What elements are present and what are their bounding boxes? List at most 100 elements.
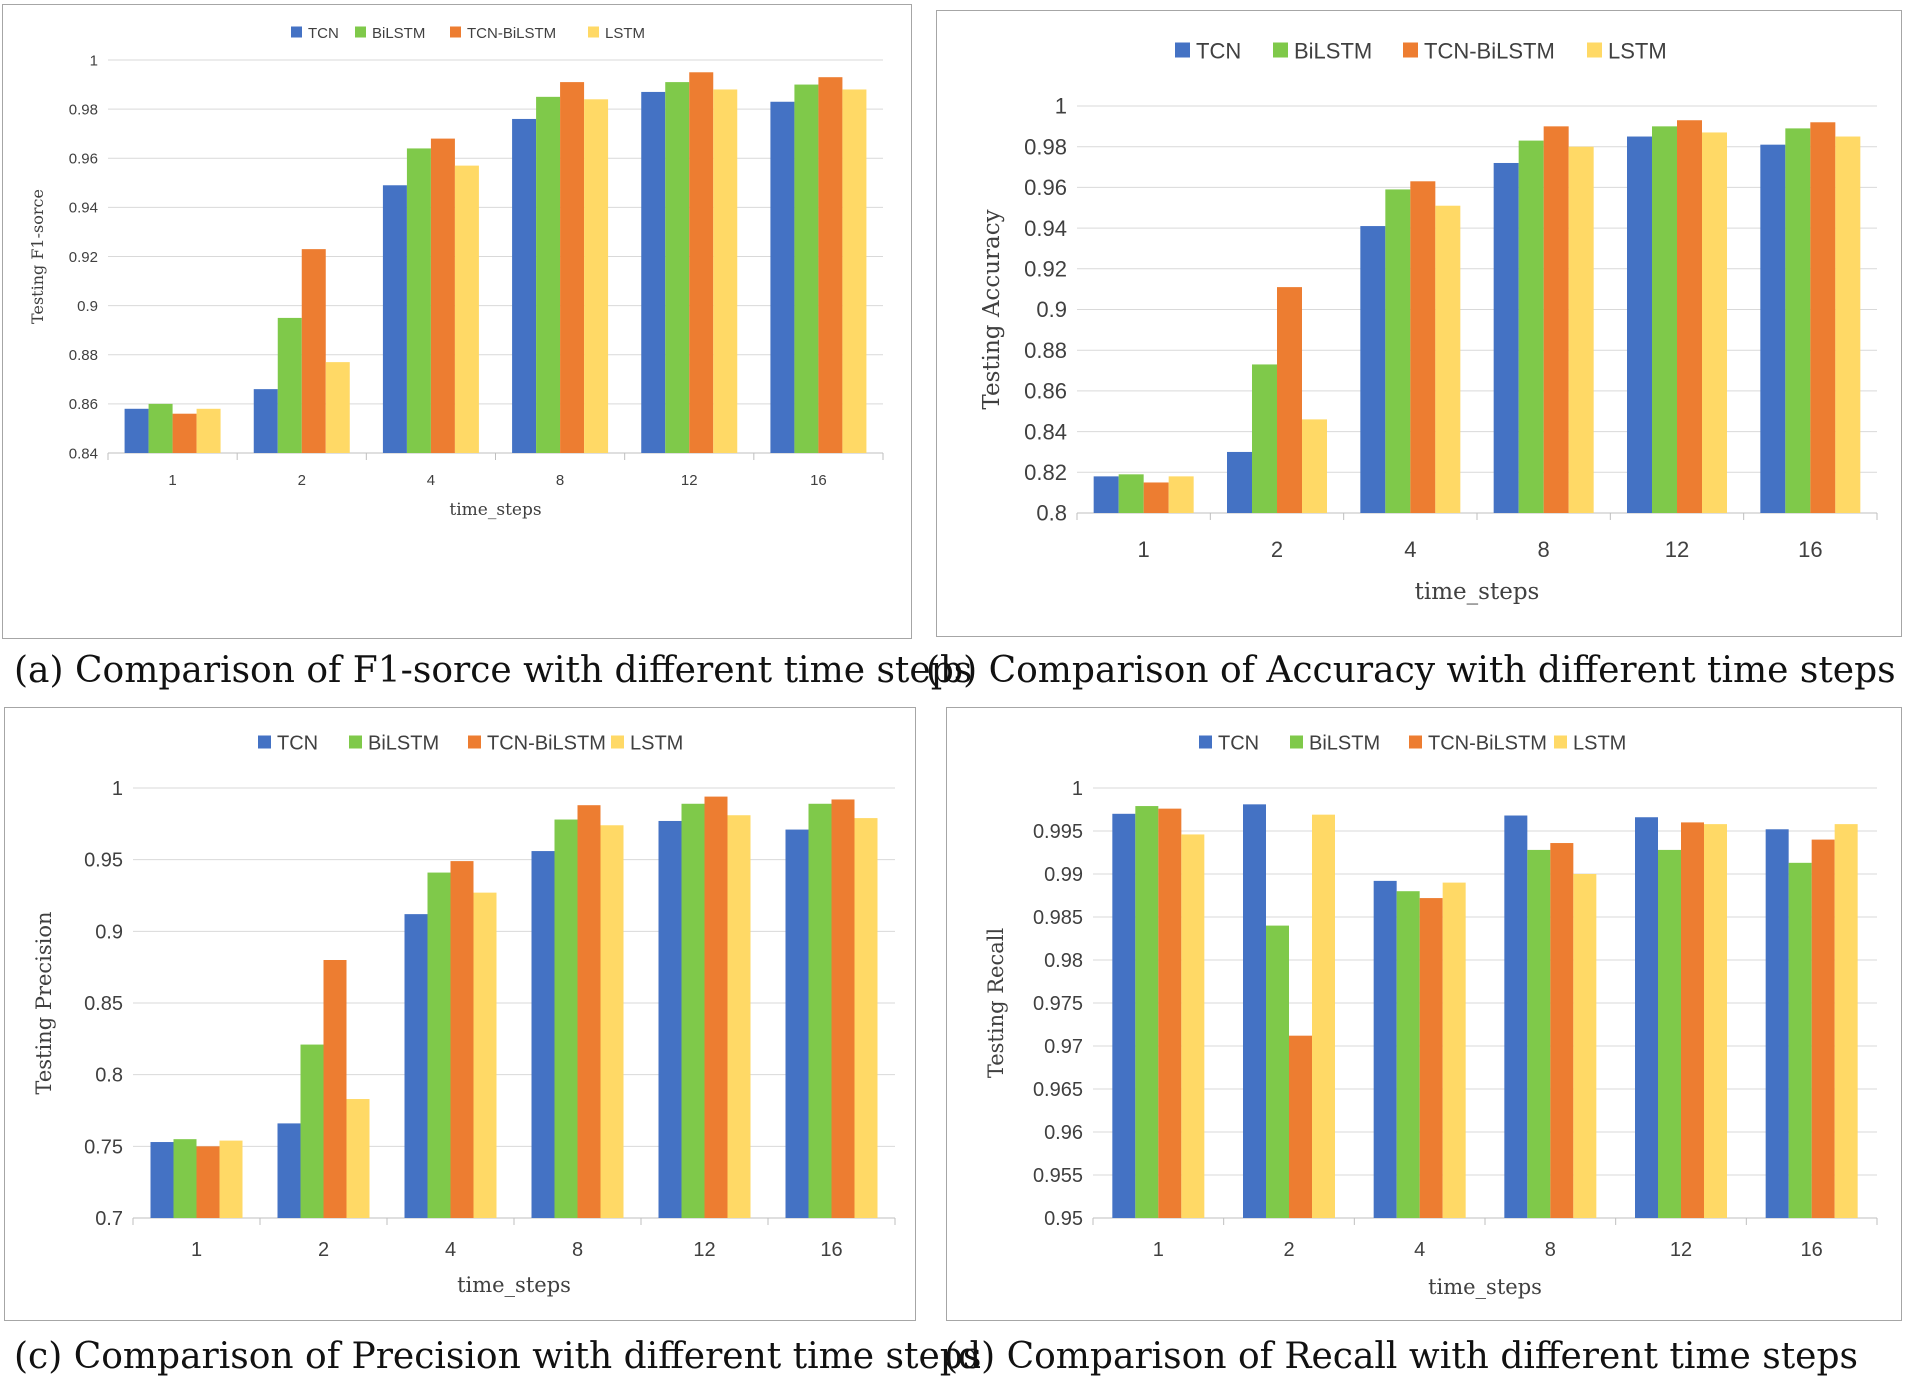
bar-bilstm	[1252, 364, 1277, 513]
bar-bilstm	[1785, 128, 1811, 513]
x-tick-label: 8	[1545, 1239, 1556, 1261]
y-axis-title: Testing Accuracy	[979, 209, 1005, 409]
x-tick-label: 1	[1153, 1239, 1164, 1261]
x-tick-label: 8	[556, 472, 564, 489]
bar-lstm	[473, 892, 497, 1218]
bar-tcn	[1504, 815, 1528, 1218]
bar-lstm	[325, 362, 350, 453]
bar-tcn	[1627, 136, 1652, 513]
bar-lstm	[600, 825, 624, 1218]
bar-bilstm	[300, 1044, 324, 1218]
y-tick-label: 0.9	[77, 298, 98, 315]
legend-label-tcn: TCN	[308, 25, 339, 42]
bar-tcn-bilstm	[577, 805, 601, 1218]
caption-recall: (d) Comparison of Recall with different …	[944, 1336, 1858, 1377]
legend-swatch-tcn-bilstm	[1403, 42, 1418, 58]
y-tick-label: 0.95	[84, 850, 123, 872]
bar-lstm	[454, 165, 479, 453]
x-axis-title: time_steps	[1415, 579, 1540, 605]
legend-swatch-tcn	[258, 735, 271, 749]
chart-panel-precision: 0.7 0.75 0.8 0.85 0.9 0.95 1 1 2 4 8 12 16 time_steps…	[4, 707, 916, 1321]
x-tick-label: 4	[445, 1239, 456, 1261]
legend-label-bilstm: BiLSTM	[1309, 733, 1380, 755]
y-tick-label: 0.8	[95, 1065, 123, 1087]
y-axis-title: Testing F1-sorce	[28, 189, 47, 324]
legend-swatch-bilstm	[355, 26, 366, 38]
chart-panel-f1: 0.84 0.86 0.88 0.9 0.92 0.94 0.96 0.98 1 1 2 4 8 12 16…	[2, 4, 912, 639]
bar-tcn	[770, 101, 795, 453]
y-tick-label: 1	[90, 52, 98, 69]
bar-tcn	[785, 829, 809, 1218]
bar-tcn	[1760, 144, 1786, 514]
bar-bilstm	[665, 82, 690, 453]
y-tick-label: 0.95	[1044, 1208, 1083, 1230]
y-tick-label: 0.955	[1033, 1165, 1083, 1187]
legend-swatch-lstm	[611, 735, 624, 749]
bar-tcn	[1227, 451, 1252, 513]
legend-swatch-tcn-bilstm	[450, 26, 461, 38]
bar-tcn	[124, 408, 149, 453]
bar-bilstm	[427, 872, 451, 1218]
bar-tcn-bilstm	[1810, 122, 1836, 513]
y-tick-label: 0.98	[1044, 950, 1083, 972]
bar-tcn	[382, 185, 407, 454]
bar-bilstm	[1135, 806, 1159, 1218]
bar-tcn-bilstm	[1550, 843, 1574, 1218]
y-tick-label: 0.86	[1024, 379, 1067, 404]
bar-bilstm	[1266, 925, 1289, 1218]
y-tick-label: 0.975	[1033, 993, 1083, 1015]
x-tick-label: 16	[1798, 537, 1822, 562]
y-tick-label: 1	[1055, 94, 1067, 119]
x-tick-label: 8	[572, 1239, 583, 1261]
bar-lstm	[1312, 814, 1335, 1218]
bar-bilstm	[1658, 849, 1681, 1218]
bar-tcn-bilstm	[1543, 126, 1569, 513]
y-tick-label: 0.985	[1033, 907, 1083, 929]
bar-bilstm	[1788, 862, 1812, 1218]
y-tick-label: 0.85	[84, 993, 123, 1015]
bar-tcn-bilstm	[450, 861, 474, 1218]
bar-tcn-bilstm	[818, 77, 843, 453]
chart-panel-recall: 0.95 0.955 0.96 0.965 0.97 0.975 0.98 0.985 0.99…	[946, 707, 1902, 1321]
y-tick-label: 0.84	[69, 445, 98, 462]
bar-tcn	[1373, 880, 1397, 1218]
legend-swatch-lstm	[1554, 735, 1567, 749]
x-tick-label: 1	[168, 472, 176, 489]
bar-lstm	[1704, 824, 1727, 1218]
y-tick-label: 0.8	[1036, 501, 1067, 526]
legend-swatch-tcn	[1175, 42, 1190, 58]
y-tick-label: 0.98	[1024, 134, 1067, 159]
bar-tcn-bilstm	[172, 413, 197, 453]
accuracy-bar-chart: 0.8 0.82 0.84 0.86 0.88 0.9 0.92 0.94 0.96 0.98 1 1…	[979, 38, 1878, 605]
legend-swatch-bilstm	[1273, 42, 1288, 58]
x-tick-label: 2	[1283, 1239, 1294, 1261]
bar-tcn-bilstm	[1158, 808, 1182, 1218]
x-tick-label: 8	[1538, 537, 1550, 562]
bar-bilstm	[1385, 189, 1411, 513]
legend-label-lstm: LSTM	[1608, 38, 1667, 63]
y-tick-label: 0.9	[95, 921, 123, 943]
bar-tcn-bilstm	[689, 72, 714, 453]
bar-tcn-bilstm	[831, 799, 855, 1218]
bar-tcn-bilstm	[1143, 482, 1169, 513]
recall-bar-chart: 0.95 0.955 0.96 0.965 0.97 0.975 0.98 0.985 0.99…	[984, 733, 1878, 1299]
y-tick-label: 0.82	[1024, 460, 1067, 485]
bar-lstm	[346, 1099, 370, 1218]
legend-swatch-tcn-bilstm	[1409, 735, 1422, 749]
bar-bilstm	[1527, 849, 1551, 1218]
legend-label-tcn-bilstm: TCN-BiLSTM	[1424, 38, 1555, 63]
bar-bilstm	[406, 148, 431, 454]
x-tick-label: 4	[1414, 1239, 1425, 1261]
x-tick-label: 16	[820, 1239, 842, 1261]
x-axis-title: time_steps	[457, 1273, 571, 1297]
bar-bilstm	[536, 96, 561, 453]
x-tick-label: 12	[1670, 1239, 1692, 1261]
bar-tcn-bilstm	[1289, 1035, 1312, 1218]
bar-lstm	[196, 408, 221, 453]
legend-label-bilstm: BiLSTM	[368, 733, 439, 755]
caption-accuracy: (b) Comparison of Accuracy with differen…	[926, 650, 1896, 691]
chart-panel-accuracy: 0.8 0.82 0.84 0.86 0.88 0.9 0.92 0.94 0.96 0.98 1 1…	[936, 10, 1902, 637]
legend-swatch-lstm	[1587, 42, 1602, 58]
bar-lstm	[1568, 146, 1594, 513]
